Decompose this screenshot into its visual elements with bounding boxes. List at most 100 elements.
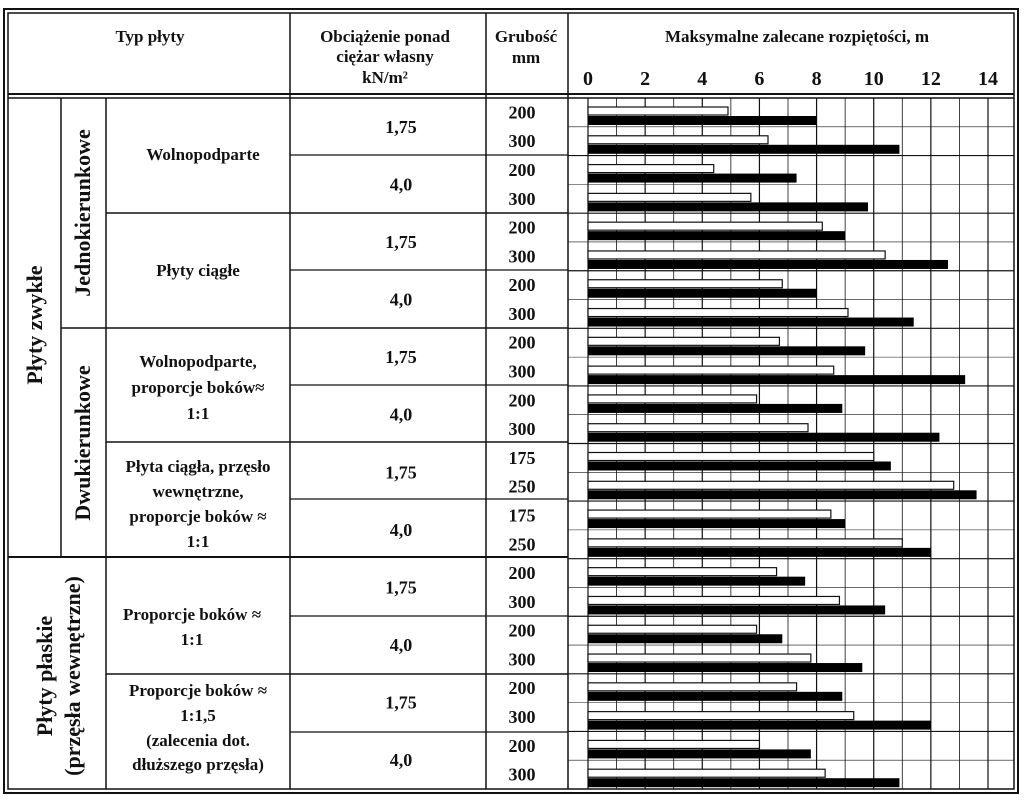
thickness-label: 200 <box>509 102 536 122</box>
svg-text:wewnętrzne,: wewnętrzne, <box>152 482 243 501</box>
bar-white <box>587 106 729 116</box>
bar-black <box>588 634 783 644</box>
bar-black <box>588 778 900 788</box>
svg-text:Wolnopodparte,: Wolnopodparte, <box>139 352 257 371</box>
header-thickness-2: mm <box>512 48 540 67</box>
bar-black <box>588 576 806 586</box>
outer-border <box>3 8 1019 794</box>
bar-white <box>587 739 761 750</box>
bar-black <box>588 173 797 183</box>
svg-text:proporcje boków≈: proporcje boków≈ <box>132 378 265 397</box>
x-tick-label-14: 14 <box>978 68 998 90</box>
bar-white <box>587 365 835 375</box>
load-label: 4,0 <box>390 405 413 425</box>
type-label-5: Proporcje boków ≈ 1:1,5 (zalecenia dot. … <box>129 681 267 774</box>
header-load-1: Obciążenie ponad <box>320 27 450 46</box>
bar-white <box>587 163 715 174</box>
bar-white <box>587 509 832 519</box>
bar-black <box>588 288 817 298</box>
type-label-1: Płyty ciągłe <box>156 261 240 280</box>
type-label-4: Proporcje boków ≈ 1:1 <box>123 605 261 649</box>
bar-white <box>587 595 841 606</box>
bar-white <box>587 336 781 346</box>
svg-text:Proporcje boków ≈: Proporcje boków ≈ <box>123 605 261 624</box>
thickness-label: 300 <box>509 362 536 382</box>
bar-black <box>588 346 866 356</box>
bars <box>587 106 977 788</box>
thickness-label: 175 <box>509 448 536 468</box>
x-tick-label-10: 10 <box>864 68 884 90</box>
bar-white <box>587 538 903 548</box>
bar-black <box>588 202 868 212</box>
type-label-2: Wolnopodparte, proporcje boków≈ 1:1 <box>132 352 265 423</box>
bar-black <box>588 490 977 500</box>
bar-white <box>587 221 823 231</box>
bar-black <box>588 749 811 759</box>
bar-black <box>588 663 863 673</box>
svg-text:1:1: 1:1 <box>187 532 210 551</box>
thickness-label: 200 <box>509 563 536 583</box>
header-thickness-1: Grubość <box>495 27 558 46</box>
bar-black <box>588 144 900 154</box>
bar-black <box>588 259 948 269</box>
thickness-label: 300 <box>509 419 536 439</box>
thickness-label: 300 <box>509 765 536 785</box>
bar-black <box>588 317 914 327</box>
bar-white <box>587 250 886 260</box>
header-load-2: ciężar własny <box>336 47 434 66</box>
header-type: Typ płyty <box>115 27 185 46</box>
bar-white <box>587 135 769 145</box>
svg-text:proporcje boków ≈: proporcje boków ≈ <box>129 507 266 526</box>
bar-white <box>587 768 826 778</box>
load-label: 1,75 <box>385 693 417 713</box>
svg-text:Płyta ciągła, przęsło: Płyta ciągła, przęsło <box>126 457 271 476</box>
subgroup-label-dwukierunkowe: Dwukierunkowe <box>70 365 95 520</box>
bar-white <box>587 567 778 577</box>
thickness-label: 300 <box>509 649 536 669</box>
bar-white <box>587 711 855 721</box>
thickness-label: 200 <box>509 678 536 698</box>
thickness-label: 200 <box>509 390 536 410</box>
thickness-label: 200 <box>509 736 536 756</box>
bar-black <box>588 691 843 701</box>
thickness-label: 300 <box>509 304 536 324</box>
svg-text:Płyty ciągłe: Płyty ciągłe <box>156 261 240 280</box>
group-label-plyty-plaskie-1: Płyty płaskie <box>32 616 57 737</box>
bar-black <box>588 519 846 529</box>
x-tick-label-12: 12 <box>921 68 941 90</box>
bar-white <box>587 480 955 490</box>
bar-white <box>587 192 752 202</box>
svg-text:1:1: 1:1 <box>181 630 204 649</box>
group-label-plyty-plaskie-2: (przęsła wewnętrzne) <box>60 576 85 776</box>
load-label: 1,75 <box>385 232 417 252</box>
thickness-label: 300 <box>509 592 536 612</box>
header-load-3: kN/m² <box>362 68 408 87</box>
load-label: 4,0 <box>390 520 413 540</box>
thickness-label: 300 <box>509 131 536 151</box>
svg-text:Wolnopodparte: Wolnopodparte <box>146 145 260 164</box>
type-label-3: Płyta ciągła, przęsło wewnętrzne, propor… <box>126 457 271 551</box>
bar-white <box>587 423 809 433</box>
bar-black <box>588 375 966 385</box>
thickness-label: 250 <box>509 534 536 554</box>
thickness-label: 200 <box>509 333 536 353</box>
header-chart-title: Maksymalne zalecane rozpiętości, m <box>665 27 929 46</box>
bar-black <box>588 461 891 471</box>
bar-black <box>588 116 817 125</box>
table-lines <box>8 13 1014 789</box>
subgroup-label-jednokierunkowe: Jednokierunkowe <box>70 129 95 297</box>
load-label: 4,0 <box>390 750 413 770</box>
svg-text:1:1: 1:1 <box>187 404 210 423</box>
bar-white <box>587 279 783 289</box>
thickness-label: 200 <box>509 621 536 641</box>
svg-text:Proporcje boków ≈: Proporcje boków ≈ <box>129 681 267 700</box>
bar-black <box>588 403 843 413</box>
table-rows: 200 1,75 300 200 4,0 300 200 1,75 300 200 4,0 300 20… <box>385 102 1014 785</box>
x-tick-label-8: 8 <box>812 68 822 90</box>
bar-white <box>587 307 849 318</box>
x-tick-label-6: 6 <box>754 68 764 90</box>
thickness-label: 300 <box>509 246 536 266</box>
bar-black <box>588 605 886 615</box>
bar-white <box>587 624 758 634</box>
